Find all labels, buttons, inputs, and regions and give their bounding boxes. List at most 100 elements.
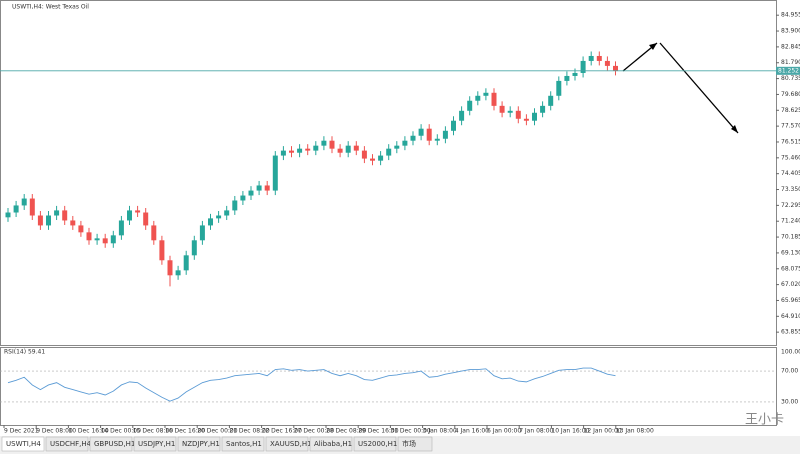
y-tick-label: 68.075 <box>781 265 800 272</box>
x-tick-label: 28 Dec 08:00 <box>326 428 367 435</box>
tab-label[interactable]: NZDJPY,H1 <box>182 440 220 448</box>
y-tick-label: 67.020 <box>781 281 800 288</box>
candle-body <box>86 232 92 241</box>
x-tick-label: 15 Dec 08:00 <box>133 428 174 435</box>
candle-body <box>402 140 408 146</box>
y-tick-label: 83.900 <box>781 28 800 35</box>
candle-body <box>580 60 586 73</box>
arrow-head <box>731 125 738 133</box>
y-tick-label: 65.965 <box>781 297 800 304</box>
x-tick-label: 7 Jan 08:00 <box>519 428 553 435</box>
drawn-arrow-down <box>659 42 739 134</box>
candle-body <box>46 215 51 226</box>
tab-label[interactable]: US2000,H1 <box>358 440 397 448</box>
x-tick-label: 14 Dec 00:00 <box>101 428 142 435</box>
candle-body <box>216 215 222 219</box>
candle-body <box>596 55 602 61</box>
x-tick-label: 22 Dec 16:00 <box>262 428 303 435</box>
rsi-line <box>7 367 616 402</box>
tab-label[interactable]: 市场 <box>402 439 416 448</box>
tab[interactable] <box>133 436 177 452</box>
tab-label[interactable]: USWTI,H4 <box>6 440 41 448</box>
candle-body <box>370 158 375 161</box>
tab[interactable] <box>353 436 397 452</box>
candle-body <box>78 225 84 233</box>
candle-body <box>37 215 43 226</box>
current-price-box <box>776 66 800 75</box>
candle-body <box>426 128 432 141</box>
candle-body <box>110 235 116 244</box>
y-tick-label: 73.350 <box>781 186 800 193</box>
x-tick-label: 27 Dec 00:00 <box>294 428 335 435</box>
tab-label[interactable]: GBPUSD,H1 <box>94 440 135 448</box>
candle-body <box>345 145 351 153</box>
candle-body <box>564 75 570 81</box>
candle-body <box>272 155 278 191</box>
candle-body <box>523 118 529 121</box>
y-tick-label: 80.735 <box>781 75 800 82</box>
candle-body <box>94 238 100 241</box>
candle-body <box>256 185 262 191</box>
x-tick-label: 21 Dec 08:00 <box>229 428 270 435</box>
candle-body <box>540 105 546 113</box>
candle-body <box>386 148 392 156</box>
candle-body <box>337 148 343 153</box>
tab[interactable] <box>309 436 353 452</box>
candle-body <box>191 240 197 256</box>
y-tick-label: 64.910 <box>781 313 800 320</box>
candle-body <box>54 210 60 216</box>
candle-body <box>264 185 270 191</box>
x-tick-label: 31 Dec 00:00 <box>390 428 431 435</box>
tab[interactable] <box>45 436 89 452</box>
candle-body <box>588 55 594 61</box>
candle-body <box>151 225 157 241</box>
y-tick-label: 79.680 <box>781 91 800 98</box>
candle-body <box>224 210 230 216</box>
x-tick-label: 9 Dec 2021 <box>4 428 39 435</box>
tab[interactable] <box>221 436 265 452</box>
candle-body <box>418 128 424 136</box>
y-tick-label: 71.240 <box>781 218 800 225</box>
candle-body <box>361 150 367 159</box>
x-tick-label: 10 Jan 16:00 <box>551 428 589 435</box>
current-price-label: 81.252 <box>778 67 799 74</box>
candle-body <box>313 145 319 151</box>
tab-label[interactable]: XAUUSD,H1 <box>270 440 312 448</box>
tab[interactable] <box>397 436 433 452</box>
tab[interactable] <box>177 436 221 452</box>
candle-body <box>118 220 124 236</box>
x-tick-label: 29 Dec 16:00 <box>358 428 399 435</box>
candle-body <box>394 145 400 149</box>
tab-label[interactable]: USDCHF,H4 <box>50 440 92 448</box>
watermark: 王小卡 <box>745 413 784 428</box>
x-tick-label: 13 Jan 08:00 <box>616 428 654 435</box>
tab[interactable] <box>1 436 45 452</box>
candle-body <box>507 110 513 113</box>
chart-title: USWTI,H4: West Texas Oil <box>12 4 89 11</box>
x-tick-label: 20 Dec 00:00 <box>197 428 238 435</box>
candle-body <box>475 95 481 101</box>
candle-body <box>434 138 440 141</box>
candle-body <box>548 95 554 106</box>
x-tick-label: 12 Jan 00:00 <box>584 428 622 435</box>
tab[interactable] <box>89 436 133 452</box>
tab[interactable] <box>265 436 309 452</box>
y-tick-label: 82.845 <box>781 43 800 50</box>
tab-label[interactable]: Santos,H1 <box>226 440 262 448</box>
candle-body <box>240 195 246 201</box>
arrow-head <box>649 43 657 50</box>
candle-body <box>321 140 327 146</box>
candle-body <box>491 92 497 106</box>
candle-body <box>232 200 238 211</box>
tab-label[interactable]: Alibaba,H1 <box>314 440 352 448</box>
tab-label[interactable]: USDJPY,H1 <box>138 440 175 448</box>
rsi-tick-label: 30.00 <box>781 398 798 405</box>
y-tick-label: 81.790 <box>781 59 800 66</box>
candle-body <box>248 190 254 196</box>
candle-body <box>280 150 286 156</box>
candle-body <box>297 148 303 153</box>
y-tick-label: 75.460 <box>781 154 800 161</box>
candle-body <box>183 255 189 271</box>
y-tick-label: 69.130 <box>781 249 800 256</box>
candle-body <box>208 218 213 226</box>
